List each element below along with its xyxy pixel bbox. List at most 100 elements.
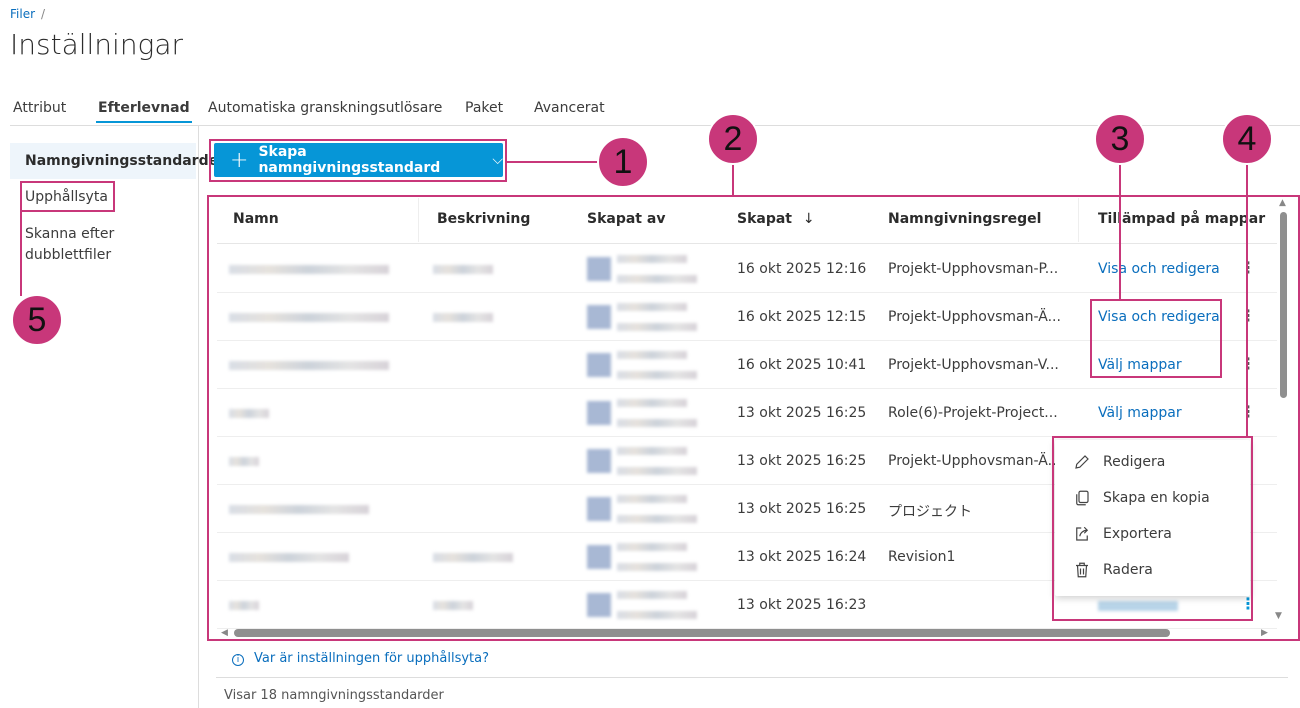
creator-email-redacted: [617, 323, 697, 331]
horizontal-scrollbar[interactable]: [234, 629, 1170, 637]
row-divider: [217, 388, 1277, 389]
tab-paket[interactable]: Paket: [465, 100, 504, 116]
description-cell-redacted: [433, 313, 493, 322]
tab-efterlevnad[interactable]: Efterlevnad: [96, 100, 192, 123]
tab-automatiska[interactable]: Automatiska granskningsutlösare: [208, 100, 443, 116]
row-divider: [217, 580, 1277, 581]
create-naming-standard-button[interactable]: + Skapa namngivningsstandard ⌵: [214, 143, 503, 177]
sort-desc-icon: ↓: [802, 211, 815, 227]
retention-info-link[interactable]: i Var är inställningen för upphållsyta?: [232, 651, 489, 666]
column-divider: [1078, 198, 1079, 242]
sidebar-item-upphallsyta[interactable]: Upphållsyta: [25, 189, 108, 205]
rule-cell: プロジェクト: [888, 504, 972, 520]
name-cell-redacted: [229, 265, 389, 274]
created-cell: 16 okt 2025 12:15: [737, 309, 867, 325]
creator-avatar: [587, 449, 611, 473]
scroll-right-arrow[interactable]: ▶: [1261, 628, 1268, 638]
creator-name-redacted: [617, 399, 687, 407]
tab-avancerat[interactable]: Avancerat: [534, 100, 605, 116]
column-header-skapat-av[interactable]: Skapat av: [587, 211, 666, 227]
annotation-line-3: [1119, 160, 1121, 300]
table-row[interactable]: 13 okt 2025 16:25 Role(6)-Projekt-Project…: [217, 389, 1277, 437]
more-options-icon[interactable]: ⋮: [1240, 306, 1256, 325]
vertical-scrollbar[interactable]: [1280, 212, 1287, 398]
tab-divider: [10, 125, 1300, 126]
scroll-up-arrow[interactable]: ▲: [1279, 198, 1286, 208]
column-header-tillampad[interactable]: Tillämpad på mappar: [1098, 211, 1266, 227]
applied-folders-link[interactable]: Välj mappar: [1098, 357, 1182, 373]
table-row[interactable]: 13 okt 2025 16:25 Projekt-Upphovsman-Ä...: [217, 437, 1277, 485]
info-icon: i: [232, 654, 244, 666]
created-cell: 13 okt 2025 16:24: [737, 549, 867, 565]
applied-folders-link[interactable]: Visa och redigera: [1098, 261, 1220, 277]
row-divider: [217, 292, 1277, 293]
rule-cell: Projekt-Upphovsman-V...: [888, 357, 1059, 373]
creator-email-redacted: [617, 275, 697, 283]
context-menu: Redigera Skapa en kopia Exportera Radera: [1055, 440, 1250, 596]
rule-cell: Projekt-Upphovsman-Ä...: [888, 309, 1061, 325]
applied-folders-link[interactable]: Visa och redigera: [1098, 309, 1220, 325]
annotation-box-3: [1090, 299, 1222, 378]
applied-folders-link[interactable]: Välj mappar: [1098, 405, 1182, 421]
breadcrumb-filer[interactable]: Filer: [10, 7, 36, 21]
creator-name-redacted: [617, 255, 687, 263]
annotation-line-4: [1246, 160, 1248, 437]
annotation-line-5: [20, 211, 22, 296]
more-options-icon[interactable]: ⋮: [1240, 354, 1256, 373]
table-row[interactable]: 16 okt 2025 12:16 Projekt-Upphovsman-P...…: [217, 245, 1277, 293]
creator-avatar: [587, 353, 611, 377]
column-header-beskrivning[interactable]: Beskrivning: [437, 211, 531, 227]
trash-icon: [1076, 562, 1088, 578]
row-divider: [217, 532, 1277, 533]
sidebar-item-skanna-dubbletter[interactable]: Skanna efter dubblettfiler: [25, 226, 115, 263]
annotation-box-5: [20, 181, 115, 212]
annotation-box-2: [207, 195, 1300, 641]
name-cell-redacted: [229, 553, 349, 562]
sidebar-item-namngivningsstandarder[interactable]: Namngivningsstandarder: [10, 143, 225, 179]
creator-name-redacted: [617, 303, 687, 311]
column-header-namngivningsregel[interactable]: Namngivningsregel: [888, 211, 1042, 227]
header-divider: [217, 243, 1277, 244]
scroll-left-arrow[interactable]: ◀: [221, 628, 228, 638]
creator-name-redacted: [617, 543, 687, 551]
footer-divider: [216, 677, 1288, 678]
creator-avatar: [587, 593, 611, 617]
annotation-marker-3: 3: [1094, 113, 1146, 165]
menu-item-skapa-kopia[interactable]: Skapa en kopia: [1073, 489, 1210, 507]
result-count: Visar 18 namngivningsstandarder: [224, 688, 444, 703]
creator-avatar: [587, 401, 611, 425]
table-row[interactable]: 13 okt 2025 16:23 ⋮: [217, 581, 1277, 629]
column-header-skapat[interactable]: Skapat ↓: [737, 211, 815, 227]
annotation-box-4: [1052, 436, 1253, 621]
breadcrumb: Filer /: [10, 7, 45, 21]
create-button-label: Skapa namngivningsstandard: [258, 144, 441, 176]
scroll-down-arrow[interactable]: ▼: [1275, 611, 1282, 621]
created-cell: 13 okt 2025 16:23: [737, 597, 867, 613]
menu-item-radera[interactable]: Radera: [1073, 561, 1153, 579]
table-row[interactable]: 13 okt 2025 16:24 Revision1: [217, 533, 1277, 581]
annotation-line-1: [507, 161, 599, 163]
creator-email-redacted: [617, 371, 697, 379]
creator-name-redacted: [617, 447, 687, 455]
page-title: Inställningar: [10, 28, 184, 61]
created-cell: 13 okt 2025 16:25: [737, 453, 867, 469]
rule-cell: Projekt-Upphovsman-Ä...: [888, 453, 1061, 469]
creator-email-redacted: [617, 515, 697, 523]
tab-attribut[interactable]: Attribut: [13, 100, 67, 116]
row-divider: [217, 436, 1277, 437]
menu-item-redigera[interactable]: Redigera: [1073, 453, 1165, 471]
name-cell-redacted: [229, 361, 389, 370]
column-header-namn[interactable]: Namn: [233, 211, 279, 227]
name-cell-redacted: [229, 313, 389, 322]
table-row[interactable]: 13 okt 2025 16:25 プロジェクト: [217, 485, 1277, 533]
table-row[interactable]: 16 okt 2025 12:15 Projekt-Upphovsman-Ä...…: [217, 293, 1277, 341]
annotation-box-1: [209, 139, 507, 182]
breadcrumb-separator: /: [41, 7, 46, 21]
creator-email-redacted: [617, 419, 697, 427]
creator-avatar: [587, 257, 611, 281]
table-row[interactable]: 16 okt 2025 10:41 Projekt-Upphovsman-V...…: [217, 341, 1277, 389]
more-options-icon[interactable]: ⋮: [1240, 402, 1256, 421]
created-cell: 16 okt 2025 10:41: [737, 357, 867, 373]
more-options-icon[interactable]: ⋮: [1240, 258, 1256, 277]
menu-item-exportera[interactable]: Exportera: [1073, 525, 1172, 543]
